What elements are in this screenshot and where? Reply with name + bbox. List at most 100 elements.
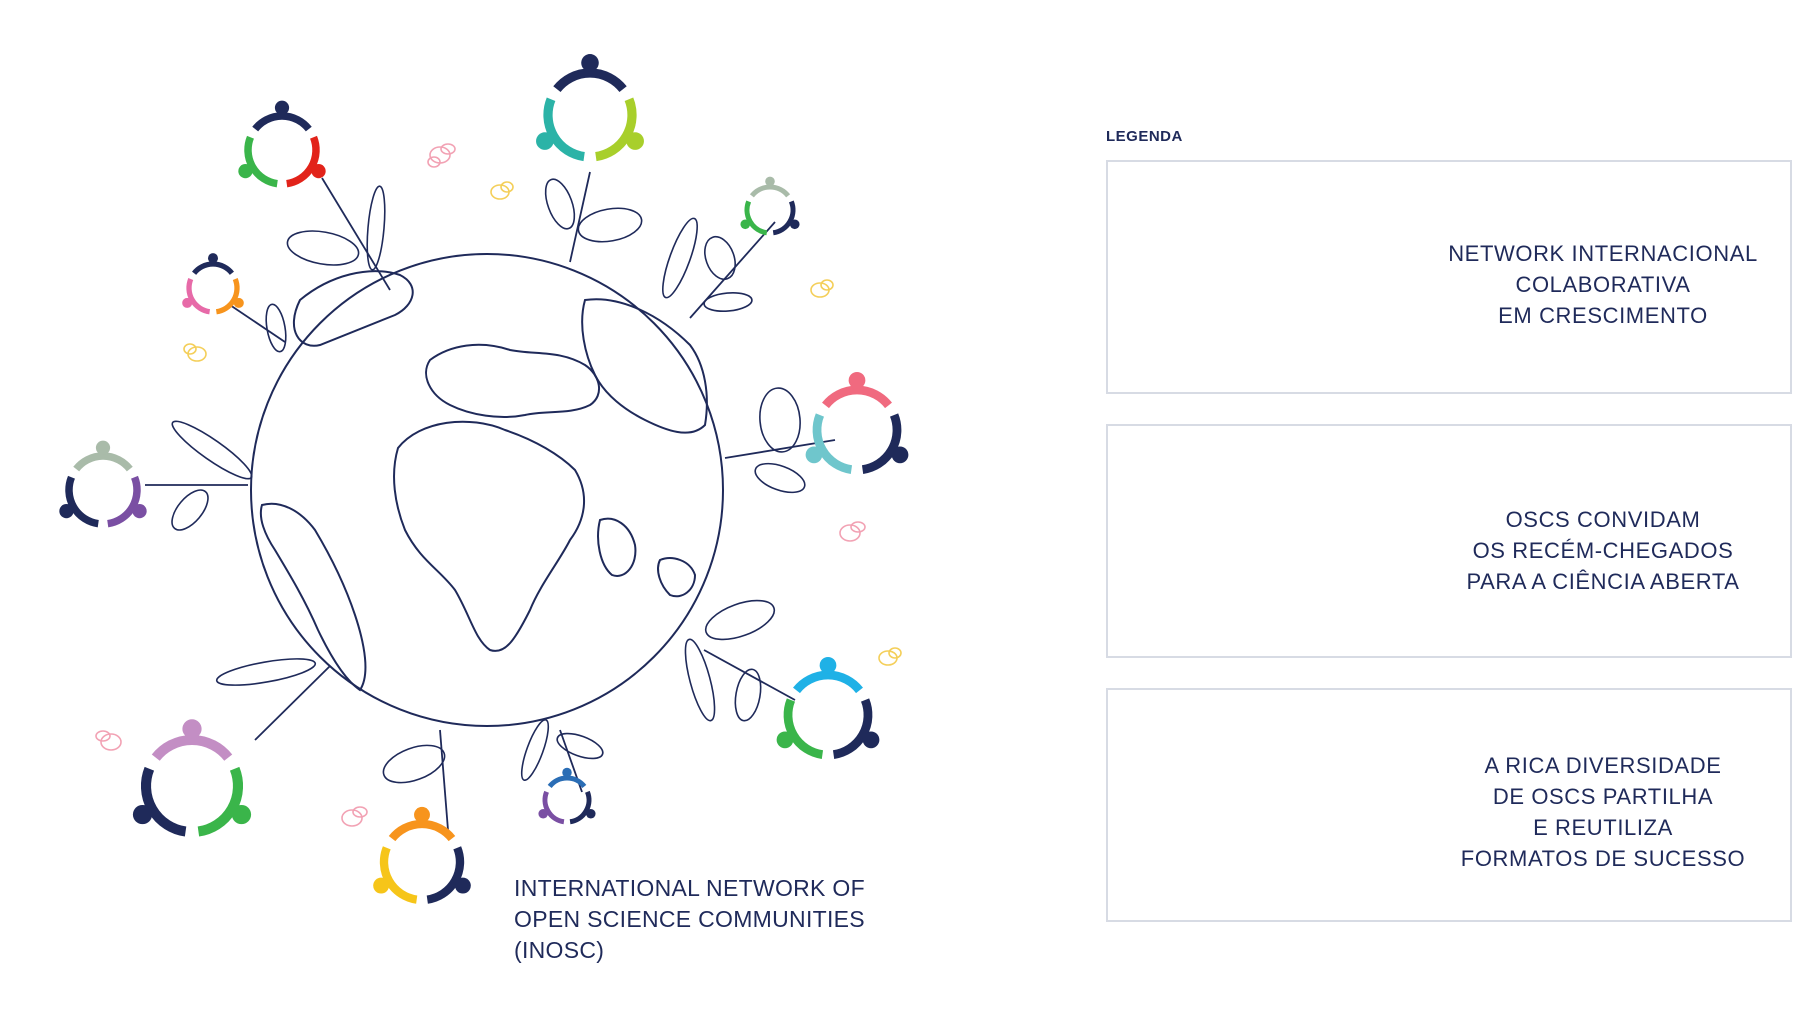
caption-line: OPEN SCIENCE COMMUNITIES bbox=[514, 906, 865, 932]
person-head bbox=[238, 164, 253, 179]
legend-line: A RICA DIVERSIDADE bbox=[1484, 753, 1722, 778]
community-ring-icon bbox=[182, 253, 244, 315]
ring-arc bbox=[244, 135, 278, 188]
ring-arc bbox=[107, 475, 141, 528]
ring-arc bbox=[192, 261, 234, 275]
person-head bbox=[805, 446, 823, 464]
ring-arc bbox=[379, 846, 418, 904]
person-head bbox=[231, 804, 252, 825]
person-head bbox=[95, 440, 111, 455]
ring-arc bbox=[426, 846, 465, 904]
legend-line: NETWORK INTERNACIONAL bbox=[1448, 241, 1758, 266]
ring-arc bbox=[832, 698, 873, 759]
person-head bbox=[207, 253, 219, 264]
bug-icon bbox=[490, 181, 514, 200]
legend-line: OSCS CONVIDAM bbox=[1505, 507, 1701, 532]
globe bbox=[250, 253, 724, 727]
legend-line: EM CRESCIMENTO bbox=[1498, 303, 1708, 328]
ring-arc bbox=[595, 97, 637, 162]
caption-line: (INOSC) bbox=[514, 937, 605, 963]
person-head bbox=[765, 176, 775, 187]
ring-arc bbox=[547, 775, 587, 789]
person-head bbox=[581, 54, 599, 72]
continent-africa bbox=[393, 420, 586, 652]
community-ring-icon bbox=[536, 54, 644, 162]
legend-text: NETWORK INTERNACIONAL COLABORATIVA EM CR… bbox=[1418, 238, 1788, 331]
inosc-caption: INTERNATIONAL NETWORK OF OPEN SCIENCE CO… bbox=[514, 873, 865, 966]
legend-line: DE OSCS PARTILHA bbox=[1492, 784, 1714, 809]
legend-line: E REUTILIZA bbox=[1533, 815, 1673, 840]
legend-text: OSCS CONVIDAM OS RECÉM-CHEGADOS PARA A C… bbox=[1418, 504, 1788, 597]
caption-line: INTERNATIONAL NETWORK OF bbox=[514, 875, 865, 901]
ring-arc bbox=[73, 452, 133, 472]
person-head bbox=[740, 219, 751, 230]
ring-arc bbox=[861, 413, 902, 474]
continent-island2 bbox=[657, 557, 697, 598]
ring-arc bbox=[186, 278, 211, 315]
person-head bbox=[776, 731, 794, 749]
person-head bbox=[233, 297, 244, 308]
legend-title: LEGENDA bbox=[1106, 128, 1183, 145]
ring-arc bbox=[543, 97, 585, 162]
ring-arc bbox=[388, 819, 456, 842]
person-head bbox=[182, 719, 202, 739]
ring-arc bbox=[812, 413, 853, 474]
ring-arc bbox=[542, 790, 565, 825]
legend-line: COLABORATIVA bbox=[1515, 272, 1691, 297]
person-head bbox=[848, 371, 866, 389]
continent-north bbox=[293, 270, 414, 347]
person-head bbox=[132, 804, 153, 825]
bug-icon bbox=[183, 343, 207, 362]
person-head bbox=[373, 877, 390, 894]
stems bbox=[145, 171, 836, 831]
person-head bbox=[414, 806, 430, 823]
bug-icon bbox=[95, 730, 122, 751]
community-ring-icon bbox=[538, 767, 596, 825]
person-head bbox=[182, 297, 193, 308]
bug-icon bbox=[839, 521, 866, 542]
ring-arc bbox=[793, 670, 863, 694]
person-head bbox=[59, 504, 74, 519]
continent-island bbox=[597, 517, 637, 577]
bugs bbox=[95, 143, 902, 827]
bug-icon bbox=[810, 279, 834, 298]
ring-arc bbox=[772, 200, 796, 236]
community-ring-icon bbox=[238, 100, 326, 188]
person-head bbox=[132, 504, 147, 519]
ring-arc bbox=[197, 766, 244, 837]
legend-line: PARA A CIÊNCIA ABERTA bbox=[1466, 569, 1740, 594]
person-head bbox=[891, 446, 909, 464]
person-head bbox=[538, 809, 548, 819]
person-head bbox=[311, 164, 326, 179]
community-ring-icon bbox=[132, 719, 252, 837]
ring-arc bbox=[749, 184, 791, 198]
continent-asia bbox=[581, 298, 708, 434]
ring-arc bbox=[553, 68, 627, 93]
community-ring-icon bbox=[59, 440, 147, 528]
person-head bbox=[536, 132, 554, 150]
person-head bbox=[274, 100, 290, 115]
ring-arc bbox=[215, 278, 240, 315]
ring-arc bbox=[252, 112, 312, 132]
legend-line: OS RECÉM-CHEGADOS bbox=[1472, 538, 1734, 563]
legend-text: A RICA DIVERSIDADE DE OSCS PARTILHA E RE… bbox=[1418, 750, 1788, 874]
person-head bbox=[586, 809, 596, 819]
bug-icon bbox=[427, 143, 456, 168]
legend-box-diversity: A RICA DIVERSIDADE DE OSCS PARTILHA E RE… bbox=[1106, 688, 1792, 922]
person-head bbox=[862, 731, 880, 749]
person-head bbox=[789, 219, 800, 230]
leaves bbox=[171, 178, 806, 784]
continent-europe bbox=[425, 343, 600, 418]
legend-box-invite: OSCS CONVIDAM OS RECÉM-CHEGADOS PARA A C… bbox=[1106, 424, 1792, 658]
legend-line: FORMATOS DE SUCESSO bbox=[1460, 846, 1746, 871]
ring-arc bbox=[140, 766, 187, 837]
ring-arc bbox=[783, 698, 824, 759]
community-ring-icon bbox=[776, 656, 880, 759]
ring-arc bbox=[286, 135, 320, 188]
ring-arc bbox=[822, 385, 892, 409]
globe-outline bbox=[250, 253, 724, 727]
legend-box-network: NETWORK INTERNACIONAL COLABORATIVA EM CR… bbox=[1106, 160, 1792, 394]
bug-icon bbox=[878, 647, 902, 666]
community-ring-icon bbox=[805, 371, 909, 474]
